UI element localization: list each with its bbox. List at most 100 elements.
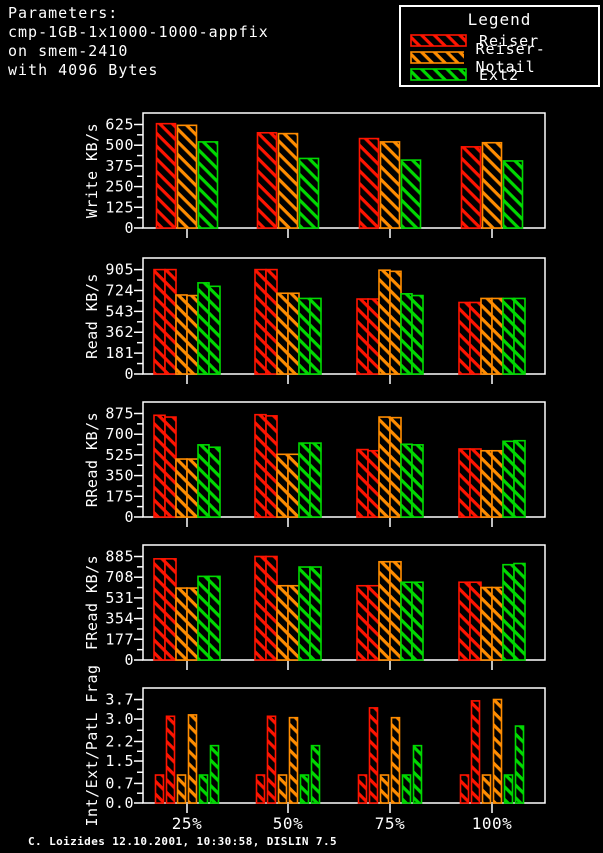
bar-reiser [164, 416, 177, 518]
bar-reiser-notail [389, 270, 402, 375]
bar-ext2 [298, 157, 320, 229]
legend-swatch-red [410, 34, 467, 47]
bar-reiser-notail [186, 294, 199, 375]
legend-item: Ext2 [410, 66, 598, 84]
bar-reiser-notail [187, 714, 198, 804]
bar-reiser [255, 774, 266, 804]
bar-ext2 [411, 581, 424, 661]
bar-ext2 [400, 293, 413, 375]
bar-ext2 [514, 725, 525, 804]
parameters-line: with 4096 Bytes [8, 61, 159, 79]
bar-reiser-notail [389, 416, 402, 518]
y-tick-label: 1.5 [105, 752, 134, 770]
bar-reiser [469, 581, 482, 661]
bar-reiser-notail [379, 141, 401, 229]
bar-ext2 [502, 160, 524, 229]
bar-reiser [469, 448, 482, 518]
bar-reiser [256, 131, 278, 229]
bar-ext2 [502, 563, 515, 661]
y-axis-label: Int/Ext/PatL Frag [83, 664, 101, 826]
y-tick-label: 350 [105, 467, 134, 485]
bar-reiser-notail [492, 698, 503, 804]
legend-items: Reiser Reiser-Notail Ext2 [410, 32, 598, 84]
footer-credit: C. Loizides 12.10.2001, 10:30:58, DISLIN… [28, 835, 337, 848]
panel-frame [142, 544, 546, 661]
y-tick-label: 175 [105, 487, 134, 505]
bar-ext2 [411, 444, 424, 518]
bar-reiser [469, 301, 482, 375]
bar-reiser [356, 298, 369, 375]
bar-ext2 [309, 442, 322, 518]
bar-ext2 [309, 297, 322, 375]
bar-reiser [459, 774, 470, 804]
y-tick-label: 708 [105, 568, 134, 586]
y-tick-label: 0.7 [105, 774, 134, 792]
bar-reiser [367, 298, 380, 375]
bar-reiser-notail [176, 774, 187, 804]
bar-ext2 [401, 774, 412, 804]
bar-reiser-notail [480, 586, 493, 661]
bar-reiser-notail [491, 586, 504, 661]
bar-ext2 [209, 744, 220, 804]
panel-frame [142, 112, 546, 229]
bar-reiser-notail [379, 774, 390, 804]
bar-reiser [153, 558, 166, 661]
bar-reiser [254, 413, 267, 518]
bar-ext2 [309, 566, 322, 661]
y-tick-label: 525 [105, 446, 134, 464]
parameters-line: cmp-1GB-1x1000-1000-appfix [8, 23, 269, 41]
x-category-label: 75% [375, 814, 405, 833]
bar-ext2 [513, 562, 526, 661]
bar-ext2 [208, 575, 221, 661]
bar-ext2 [400, 581, 413, 661]
y-tick-label: 0 [124, 219, 134, 237]
bar-reiser-notail [277, 132, 299, 229]
bar-reiser-notail [480, 449, 493, 518]
bar-reiser-notail [378, 560, 391, 661]
bar-reiser-notail [276, 453, 289, 518]
bar-ext2 [298, 442, 311, 518]
y-tick-label: 3.0 [105, 710, 134, 728]
legend-item: Reiser [410, 32, 598, 50]
bar-reiser [358, 137, 380, 229]
y-axis-label: RRead KB/s [83, 412, 101, 507]
y-tick-label: 3.7 [105, 691, 134, 709]
bar-reiser [356, 448, 369, 518]
bar-reiser [254, 268, 267, 375]
y-tick-label: 0 [124, 365, 134, 383]
bar-reiser-notail [277, 774, 288, 804]
bar-reiser [265, 555, 278, 661]
bar-reiser [460, 146, 482, 229]
panel-frame [142, 687, 546, 804]
y-tick-label: 0 [124, 508, 134, 526]
bar-ext2 [400, 443, 413, 518]
bar-reiser-notail [287, 453, 300, 518]
legend-swatch-orange [410, 51, 464, 64]
bar-reiser [153, 414, 166, 518]
x-category-label: 100% [472, 814, 513, 833]
parameters-line: Parameters: [8, 4, 119, 22]
bar-reiser-notail [288, 716, 299, 804]
bar-reiser [266, 715, 277, 804]
bar-ext2 [197, 575, 210, 661]
bar-reiser-notail [186, 458, 199, 518]
bar-reiser [470, 700, 481, 804]
bar-reiser [265, 268, 278, 375]
bar-ext2 [502, 440, 515, 518]
bar-ext2 [502, 297, 515, 375]
y-tick-label: 362 [105, 323, 134, 341]
bar-reiser-notail [287, 292, 300, 375]
y-tick-label: 177 [105, 630, 134, 648]
bar-reiser [367, 449, 380, 518]
bar-reiser-notail [176, 124, 198, 229]
bar-reiser-notail [481, 774, 492, 804]
bar-reiser-notail [491, 297, 504, 375]
parameters-text: Parameters: cmp-1GB-1x1000-1000-appfix on … [8, 4, 269, 80]
bar-ext2 [400, 159, 422, 229]
bar-reiser [155, 122, 177, 229]
bar-ext2 [208, 285, 221, 375]
bar-reiser [164, 558, 177, 661]
